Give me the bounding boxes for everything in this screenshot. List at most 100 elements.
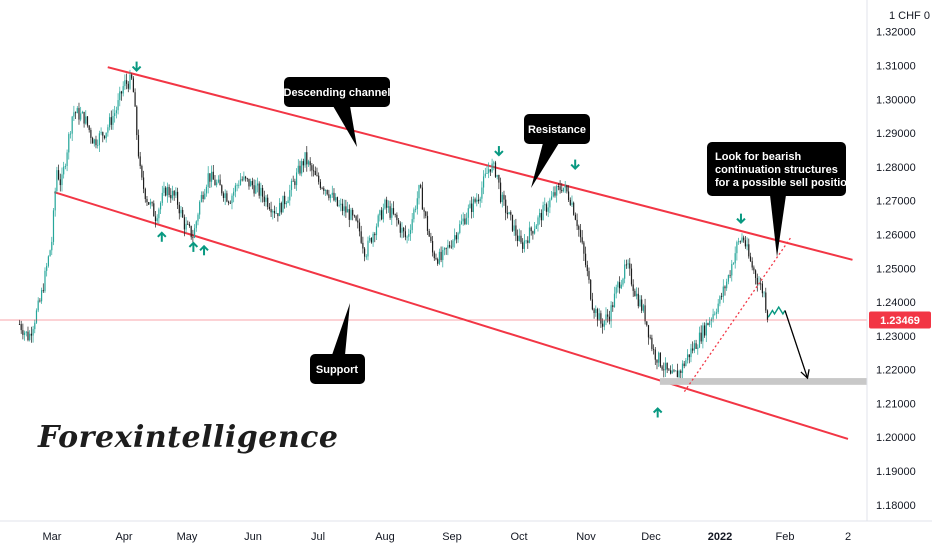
candle [703,322,706,338]
candle-body [307,161,310,165]
candle-body [363,248,366,257]
candle [596,307,599,327]
candle-body [360,231,362,243]
candle-body [700,332,702,342]
candle [766,309,769,323]
candle-body [290,180,293,191]
candle-body [340,203,342,205]
callout-note[interactable]: Look for bearish continuation structures… [707,142,860,257]
candle [727,274,729,285]
candle [333,188,335,202]
candle-body [501,194,503,203]
candle [515,218,517,242]
candle [544,197,546,211]
candle-body [384,199,386,209]
candle-body [530,227,532,232]
candle [505,195,507,221]
candle [369,235,371,243]
candle-body [280,202,282,213]
candle [110,110,112,130]
projection-drawings [659,235,905,392]
candle [533,221,536,235]
candle [389,200,391,220]
candle-body [335,197,337,201]
candle [180,206,182,218]
candle-body [754,270,757,278]
candle-body [379,210,381,216]
candle-body [605,314,607,321]
candle [595,305,597,317]
candle [693,340,695,354]
candle [379,209,381,222]
candle-body [685,360,687,366]
candle-body [518,235,520,241]
candle [78,102,80,125]
candle-body [353,215,355,217]
candle-body [505,199,507,213]
callout-descending-channel-label: Descending channel [284,87,391,99]
candle [329,194,332,203]
candle-body [158,209,160,219]
candle-body [642,305,644,311]
candle [445,247,447,255]
candle [129,69,131,90]
candle-body [556,186,558,196]
candle [267,194,269,210]
candle [261,185,264,203]
callout-resistance-pointer [531,143,559,188]
candle-body [289,190,291,201]
callout-support[interactable]: Support [310,303,365,384]
candle-body [477,199,480,202]
candle [107,124,109,137]
candle [561,183,563,193]
candle [207,166,209,194]
candle-body [180,209,182,214]
candle-body [408,233,410,237]
callout-note-line-3: for a possible sell positions [715,177,860,189]
candle [153,200,155,217]
down-arrow-icon [494,146,504,157]
price-axis[interactable]: 1.32000 1.31000 1.30000 1.29000 1.28000 1.270… [876,27,916,512]
time-axis[interactable]: Mar Apr May Jun Jul Aug Sep Oct Nov Dec 2022 Feb 2 [43,531,852,543]
candle [471,196,473,219]
candle [690,343,692,363]
candle-body [97,145,99,146]
candle [664,357,667,378]
candle-body [692,348,694,351]
candle [591,292,593,311]
candle [350,207,352,221]
candle-body [250,181,252,187]
candle [352,207,354,221]
candle [292,175,294,182]
candle [697,344,699,355]
candle [608,310,610,325]
candle-body [30,333,32,336]
candle-body [499,182,502,203]
callout-note-pointer [770,195,786,257]
candle [29,330,31,342]
candle [187,220,189,225]
candle-body [226,193,228,202]
candle-body [714,313,716,315]
candle-body [326,190,328,195]
candle [695,339,697,350]
candle-body [137,135,140,157]
candle-body [533,228,536,234]
candle-body [278,202,281,217]
candle-body [76,108,78,114]
candle-body [423,209,425,212]
candle-body [197,214,199,222]
callout-resistance[interactable]: Resistance [524,114,590,188]
candle [615,284,617,299]
candle [200,191,202,203]
last-price-tag-value: 1.23469 [880,315,920,327]
callout-descending-channel[interactable]: Descending channel [284,77,391,147]
candle-body [579,229,582,238]
candle-body [741,237,743,242]
candle-body [613,293,616,308]
candle [527,236,529,249]
candle [323,186,325,195]
candle [343,199,345,217]
price-axis-tick: 1.23000 [876,331,916,343]
